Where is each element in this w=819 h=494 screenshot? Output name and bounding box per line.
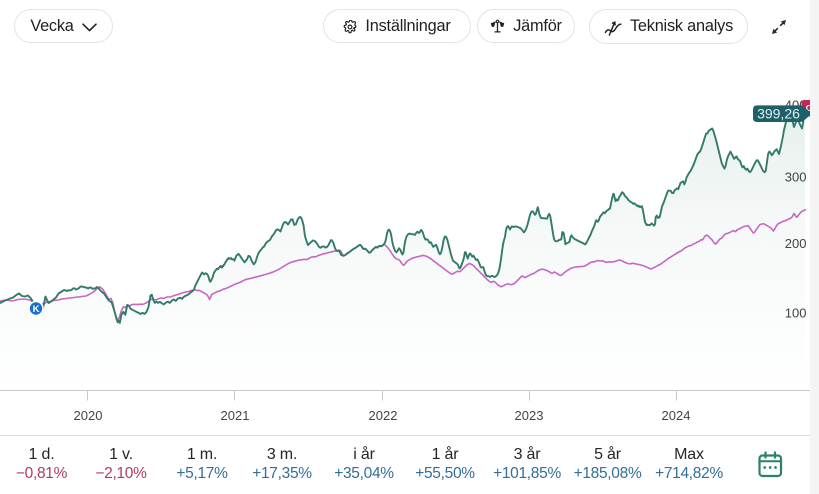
svg-text:300: 300 <box>785 170 807 185</box>
svg-text:9: 9 <box>806 102 813 117</box>
svg-text:2023: 2023 <box>515 408 544 423</box>
svg-text:2020: 2020 <box>74 408 103 423</box>
svg-text:100: 100 <box>785 306 807 321</box>
svg-text:200: 200 <box>785 236 807 251</box>
svg-text:399,26: 399,26 <box>757 105 800 121</box>
svg-text:2022: 2022 <box>369 408 398 423</box>
svg-text:2021: 2021 <box>221 408 250 423</box>
svg-text:2024: 2024 <box>662 408 691 423</box>
svg-text:K: K <box>33 304 40 315</box>
